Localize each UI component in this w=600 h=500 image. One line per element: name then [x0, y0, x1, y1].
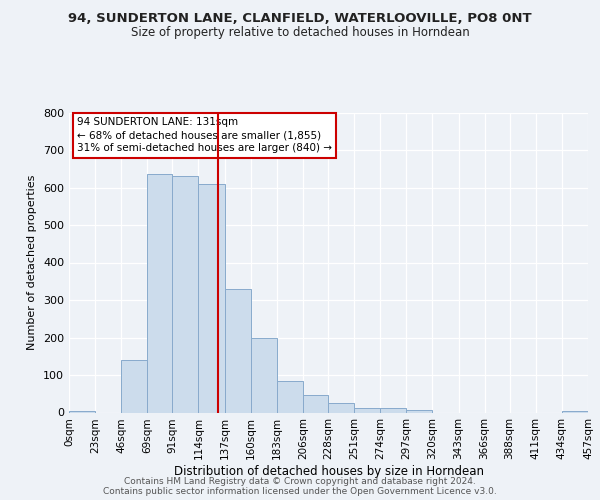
Bar: [121, 360, 148, 412]
Bar: [406, 410, 433, 412]
Bar: [303, 395, 328, 412]
Bar: [354, 408, 380, 412]
Bar: [148, 174, 172, 412]
Text: 94, SUNDERTON LANE, CLANFIELD, WATERLOOVILLE, PO8 0NT: 94, SUNDERTON LANE, CLANFIELD, WATERLOOV…: [68, 12, 532, 26]
Bar: [172, 176, 199, 412]
Bar: [562, 410, 588, 412]
Text: Contains HM Land Registry data © Crown copyright and database right 2024.: Contains HM Land Registry data © Crown c…: [124, 477, 476, 486]
Text: Size of property relative to detached houses in Horndean: Size of property relative to detached ho…: [131, 26, 469, 39]
Text: 94 SUNDERTON LANE: 131sqm
← 68% of detached houses are smaller (1,855)
31% of se: 94 SUNDERTON LANE: 131sqm ← 68% of detac…: [77, 117, 332, 154]
X-axis label: Distribution of detached houses by size in Horndean: Distribution of detached houses by size …: [173, 465, 484, 478]
Bar: [199, 184, 224, 412]
Bar: [277, 382, 303, 412]
Bar: [224, 289, 251, 412]
Bar: [251, 338, 277, 412]
Bar: [328, 403, 354, 412]
Bar: [380, 408, 406, 412]
Bar: [69, 410, 95, 412]
Text: Contains public sector information licensed under the Open Government Licence v3: Contains public sector information licen…: [103, 487, 497, 496]
Y-axis label: Number of detached properties: Number of detached properties: [28, 175, 37, 350]
